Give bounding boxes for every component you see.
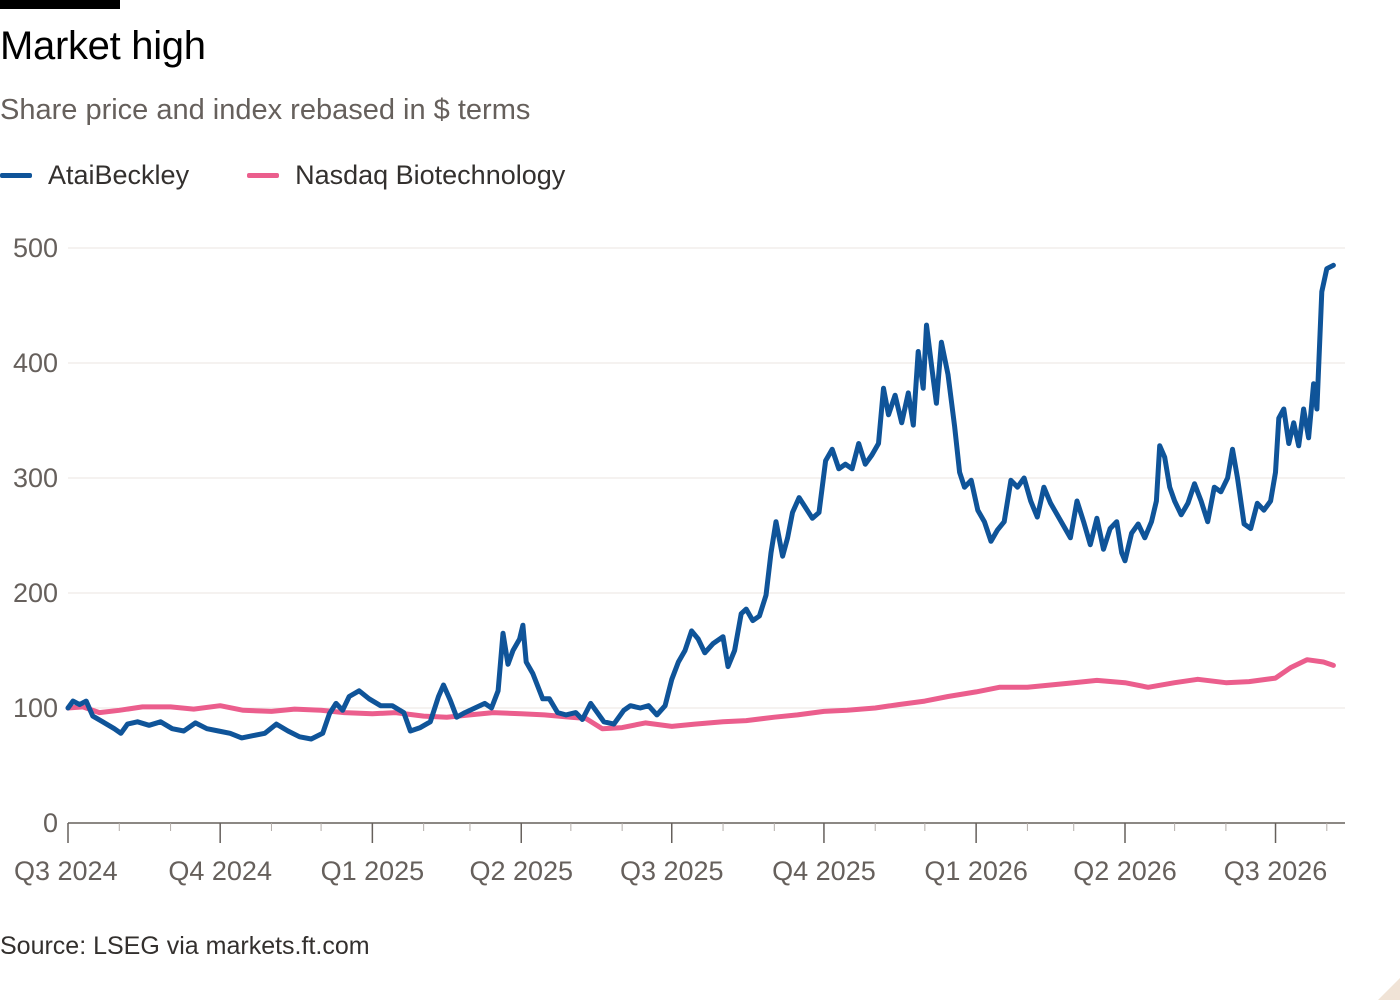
- series-line-nasdaq: [65, 657, 1336, 732]
- legend-item-nasdaq: Nasdaq Biotechnology: [247, 160, 565, 191]
- line-chart: 0 100 200 300 400 500 Q3 2024 Q4 2024 Q1 2025 Q2…: [13, 233, 1345, 886]
- x-tick-label: Q3 2026: [1224, 856, 1328, 886]
- x-tick-label: Q3 2024: [14, 856, 118, 886]
- legend-item-atai: AtaiBeckley: [0, 160, 189, 191]
- grid: [68, 247, 1345, 709]
- legend-swatch-atai: [0, 172, 32, 178]
- y-tick-label: 500: [13, 233, 58, 263]
- legend: AtaiBeckley Nasdaq Biotechnology: [0, 157, 623, 193]
- series-line-atai: [65, 262, 1336, 742]
- x-tick-label: Q4 2024: [168, 856, 272, 886]
- series-lines: [65, 262, 1336, 742]
- x-tick-label: Q2 2025: [469, 856, 573, 886]
- x-tick-label: Q3 2025: [620, 856, 724, 886]
- x-axis: Q3 2024 Q4 2024 Q1 2025 Q2 2025 Q3 2025 Q4 20…: [14, 822, 1345, 886]
- x-tick-label: Q1 2025: [321, 856, 425, 886]
- corner-mark: [1378, 978, 1400, 1000]
- legend-swatch-nasdaq: [247, 172, 280, 178]
- brand-bar: [0, 0, 120, 9]
- x-tick-label: Q4 2025: [772, 856, 876, 886]
- y-tick-label: 100: [13, 693, 58, 723]
- y-tick-label: 400: [13, 348, 58, 378]
- legend-label-nasdaq: Nasdaq Biotechnology: [295, 159, 566, 190]
- chart-subtitle: Share price and index rebased in $ terms: [0, 94, 531, 126]
- chart-title: Market high: [0, 24, 206, 68]
- y-tick-label: 200: [13, 578, 58, 608]
- y-tick-label: 300: [13, 463, 58, 493]
- y-axis: 0 100 200 300 400 500: [13, 233, 58, 838]
- x-tick-label: Q2 2026: [1073, 856, 1177, 886]
- y-tick-label: 0: [43, 808, 58, 838]
- source-note: Source: LSEG via markets.ft.com: [0, 932, 370, 960]
- x-tick-label: Q1 2026: [924, 856, 1028, 886]
- legend-label-atai: AtaiBeckley: [48, 159, 190, 190]
